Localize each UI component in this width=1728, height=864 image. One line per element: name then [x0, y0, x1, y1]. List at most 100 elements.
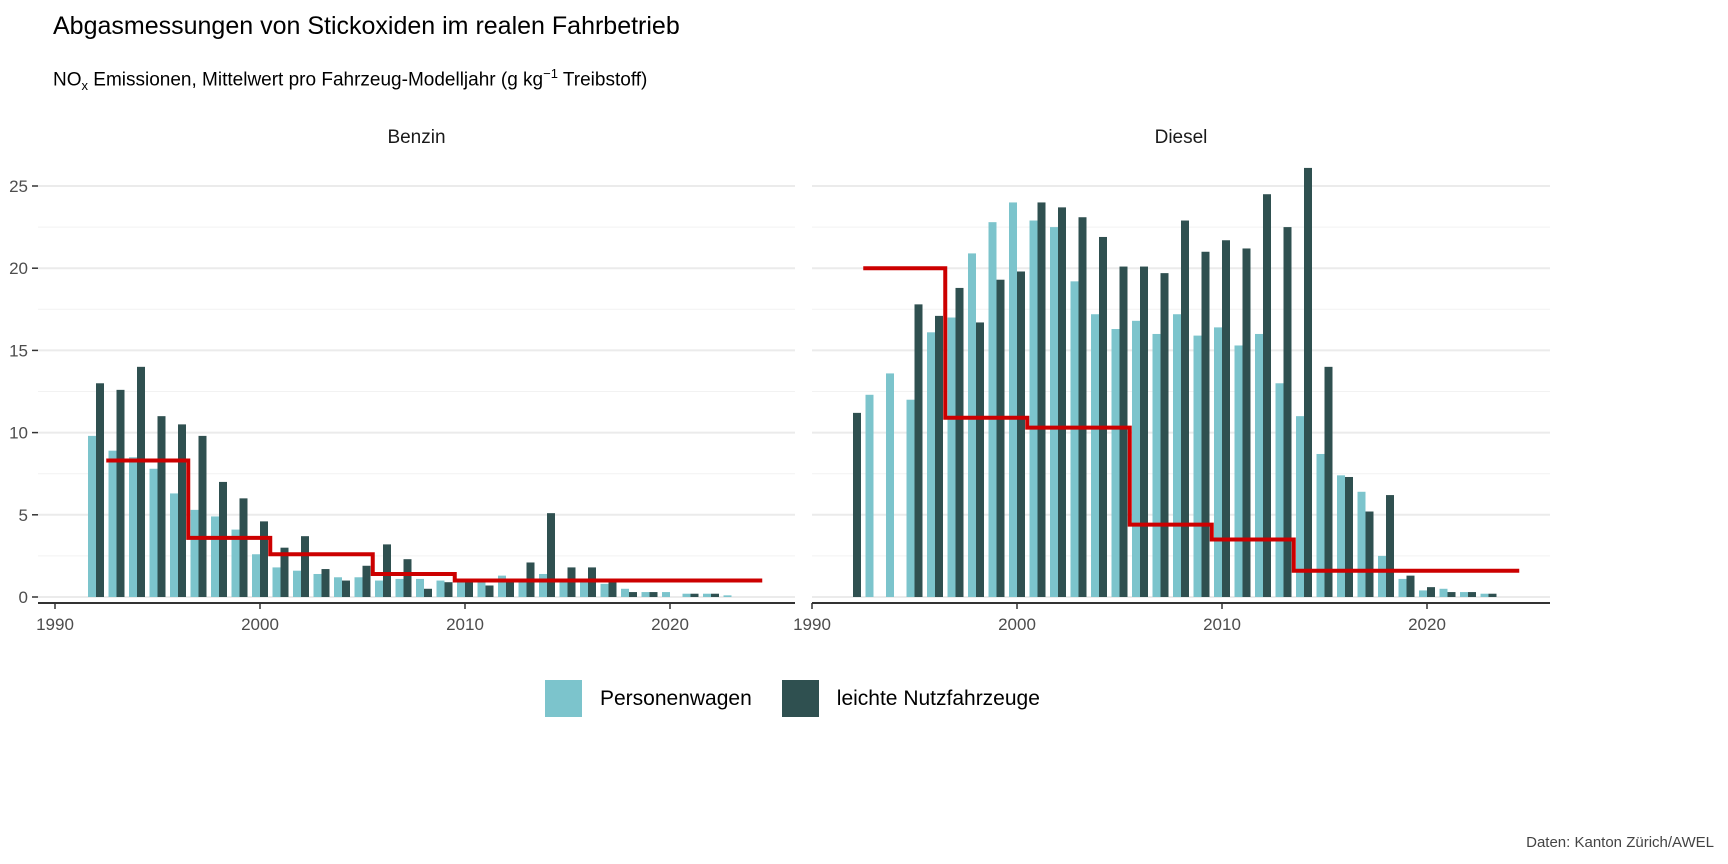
- bar-nutzfahrzeuge: [280, 547, 289, 597]
- bar-personenwagen: [1070, 281, 1079, 597]
- bar-personenwagen: [1050, 227, 1058, 597]
- bar-personenwagen: [272, 567, 281, 597]
- bar-nutzfahrzeuge: [1488, 593, 1497, 597]
- bar-personenwagen: [498, 575, 506, 597]
- bar-personenwagen: [865, 394, 874, 597]
- bar-nutzfahrzeuge: [1119, 266, 1128, 597]
- panel-title-diesel: Diesel: [1155, 127, 1208, 148]
- bar-personenwagen: [1152, 333, 1161, 597]
- bar-personenwagen: [1419, 590, 1427, 597]
- bar-nutzfahrzeuge: [629, 592, 637, 597]
- limit-step-line: [863, 266, 1520, 573]
- bar-personenwagen: [1460, 592, 1468, 597]
- legend-label: leichte Nutzfahrzeuge: [836, 686, 1040, 710]
- bar-personenwagen: [906, 399, 915, 597]
- y-tick-label: 5: [19, 506, 28, 525]
- bar-personenwagen: [539, 573, 547, 597]
- bar-nutzfahrzeuge: [362, 565, 371, 597]
- bar-nutzfahrzeuge: [1058, 207, 1066, 597]
- bar-nutzfahrzeuge: [424, 588, 432, 597]
- bar-personenwagen: [108, 450, 117, 597]
- legend: Personenwagen leichte Nutzfahrzeuge: [545, 680, 1070, 717]
- bar-nutzfahrzeuge: [547, 513, 555, 597]
- bar-personenwagen: [1173, 314, 1181, 597]
- bar-nutzfahrzeuge: [383, 544, 391, 597]
- x-tick-label: 1990: [793, 615, 831, 634]
- bar-personenwagen: [1357, 491, 1366, 597]
- bar-nutzfahrzeuge: [1181, 220, 1189, 598]
- bar-personenwagen: [1111, 329, 1120, 597]
- bar-nutzfahrzeuge: [1263, 194, 1271, 597]
- bar-nutzfahrzeuge: [1099, 236, 1107, 598]
- bar-nutzfahrzeuge: [157, 416, 166, 597]
- bar-nutzfahrzeuge: [1406, 575, 1415, 597]
- bar-personenwagen: [662, 592, 670, 597]
- bar-personenwagen: [375, 580, 383, 597]
- x-tick-label: 2010: [446, 615, 484, 634]
- bar-personenwagen: [293, 570, 301, 597]
- legend-item-personenwagen: Personenwagen: [545, 680, 752, 717]
- bar-nutzfahrzeuge: [116, 389, 125, 597]
- bar-personenwagen: [1193, 335, 1202, 597]
- x-tick-label: 2000: [241, 615, 279, 634]
- y-tick-label: 0: [19, 588, 28, 607]
- bar-personenwagen: [600, 583, 609, 597]
- bar-nutzfahrzeuge: [1201, 251, 1210, 597]
- bar-nutzfahrzeuge: [1037, 202, 1046, 597]
- bar-nutzfahrzeuge: [1283, 227, 1292, 597]
- bar-nutzfahrzeuge: [1304, 167, 1312, 597]
- bar-personenwagen: [968, 253, 976, 598]
- bar-nutzfahrzeuge: [198, 435, 207, 597]
- caption: Daten: Kanton Zürich/AWEL: [1526, 834, 1714, 851]
- bar-personenwagen: [477, 582, 486, 597]
- bar-nutzfahrzeuge: [403, 559, 412, 597]
- bar-nutzfahrzeuge: [955, 287, 964, 597]
- bar-nutzfahrzeuge: [178, 424, 186, 597]
- bar-personenwagen: [886, 373, 894, 597]
- bar-nutzfahrzeuge: [1324, 366, 1333, 597]
- bar-nutzfahrzeuge: [711, 593, 719, 597]
- bar-personenwagen: [682, 593, 691, 597]
- bar-personenwagen: [1091, 314, 1099, 597]
- bar-personenwagen: [354, 577, 363, 597]
- bar-personenwagen: [580, 582, 588, 597]
- bar-personenwagen: [1337, 475, 1345, 597]
- bar-nutzfahrzeuge: [485, 585, 494, 597]
- bar-nutzfahrzeuge: [1222, 240, 1230, 597]
- bar-nutzfahrzeuge: [1447, 592, 1456, 597]
- bar-personenwagen: [988, 222, 997, 597]
- subtitle-sup: −1: [543, 66, 558, 81]
- y-tick-label: 25: [9, 177, 28, 196]
- bar-nutzfahrzeuge: [137, 366, 145, 597]
- bar-nutzfahrzeuge: [608, 580, 617, 597]
- bar-personenwagen: [723, 595, 732, 597]
- bar-personenwagen: [621, 588, 629, 597]
- y-tick-label: 20: [9, 259, 28, 278]
- bar-personenwagen: [1234, 345, 1243, 597]
- bar-nutzfahrzeuge: [1078, 217, 1087, 597]
- bar-nutzfahrzeuge: [239, 498, 248, 597]
- bar-nutzfahrzeuge: [1242, 248, 1251, 598]
- bar-nutzfahrzeuge: [96, 383, 104, 597]
- bar-nutzfahrzeuge: [976, 322, 984, 597]
- bar-personenwagen: [703, 593, 711, 597]
- legend-key-nutzfahrzeuge: [781, 680, 819, 717]
- bar-personenwagen: [1398, 578, 1407, 597]
- bar-personenwagen: [457, 582, 465, 597]
- y-tick-label: 15: [9, 341, 28, 360]
- bar-nutzfahrzeuge: [1365, 511, 1374, 597]
- bar-nutzfahrzeuge: [996, 279, 1005, 597]
- bar-nutzfahrzeuge: [260, 521, 268, 597]
- legend-label: Personenwagen: [600, 686, 752, 710]
- subtitle-part: NO: [53, 69, 82, 91]
- x-tick-label: 1990: [36, 615, 74, 634]
- y-tick-label: 10: [9, 424, 28, 443]
- bar-nutzfahrzeuge: [506, 582, 514, 597]
- bar-nutzfahrzeuge: [649, 592, 658, 597]
- subtitle-sub: x: [81, 78, 89, 94]
- bar-personenwagen: [211, 516, 219, 597]
- bar-personenwagen: [129, 457, 137, 597]
- bar-personenwagen: [1029, 220, 1038, 598]
- panel-title-benzin: Benzin: [387, 127, 445, 148]
- bar-personenwagen: [1439, 588, 1448, 597]
